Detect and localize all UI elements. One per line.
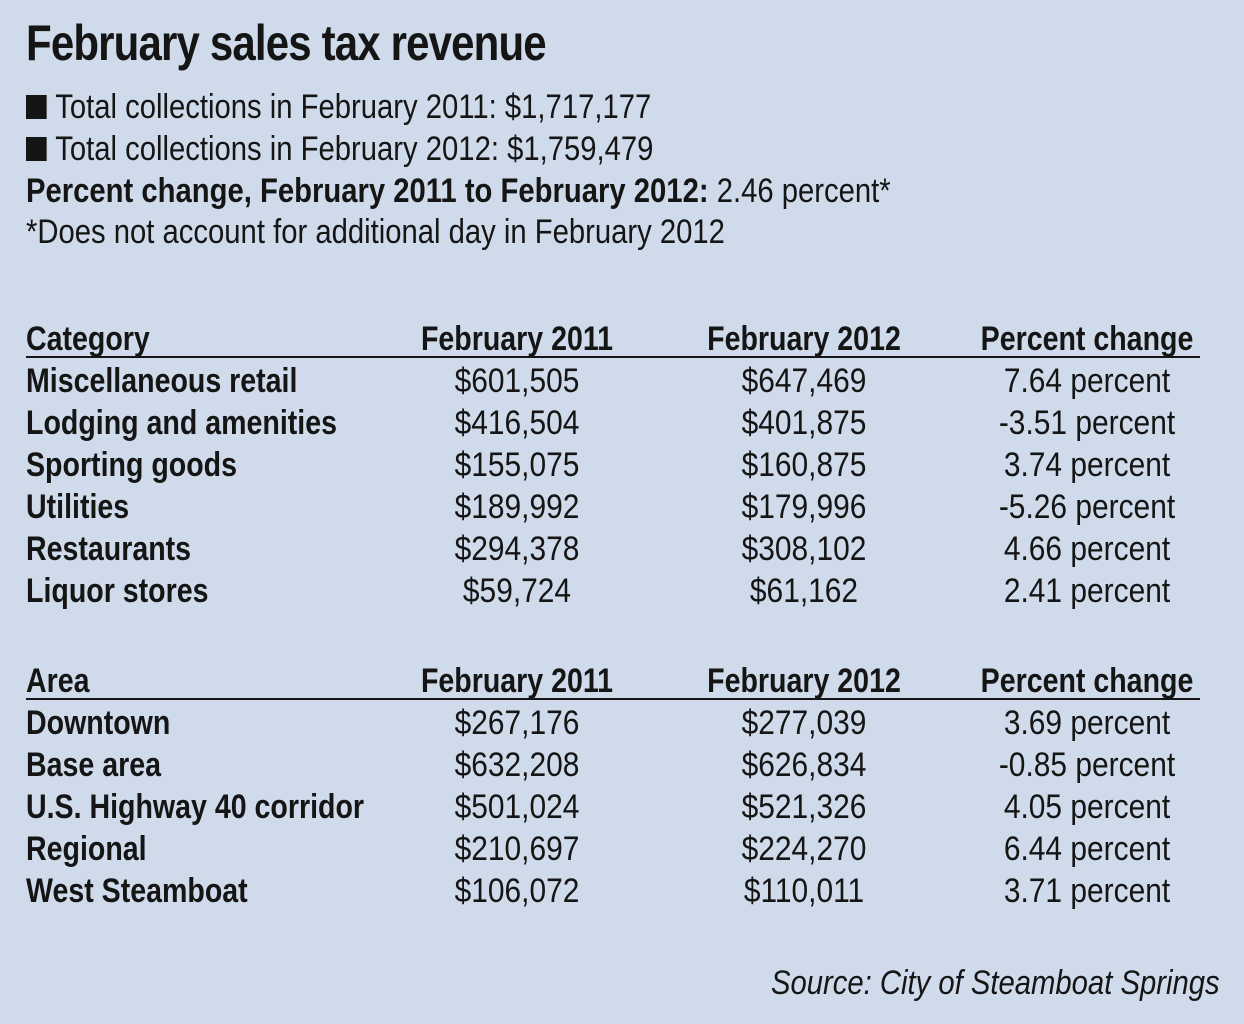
area-header-feb-2012: February 2012 — [707, 662, 901, 700]
category-cell-name: Utilities — [26, 488, 130, 526]
area-cell-feb-2012: $110,011 — [743, 872, 865, 910]
category-cell-name: Lodging and amenities — [26, 404, 338, 442]
area-cell-feb-2011: $210,697 — [454, 830, 580, 868]
table-row: U.S. Highway 40 corridor $501,024 $521,326… — [0, 786, 1244, 828]
percent-change-line: Percent change, February 2011 to Februar… — [26, 172, 891, 211]
table-row: Sporting goods $155,075 $160,875 3.74 perce… — [0, 444, 1244, 486]
chart-title: February sales tax revenue — [26, 15, 547, 71]
area-cell-feb-2012: $521,326 — [741, 788, 867, 826]
category-cell-percent-change: 3.74 percent — [1003, 446, 1171, 484]
table-row: Utilities $189,992 $179,996 -5.26 percent — [0, 486, 1244, 528]
table-row: West Steamboat $106,072 $110,011 3.71 perce… — [0, 870, 1244, 912]
square-bullet-icon — [26, 137, 47, 161]
percent-change-label: Percent change, February 2011 to Februar… — [26, 172, 709, 210]
category-header-rule — [26, 356, 1200, 358]
area-cell-name: U.S. Highway 40 corridor — [26, 788, 365, 826]
table-row: Lodging and amenities $416,504 $401,875 -3.… — [0, 402, 1244, 444]
category-cell-percent-change: 2.41 percent — [1003, 572, 1171, 610]
category-cell-percent-change: 4.66 percent — [1003, 530, 1171, 568]
category-cell-feb-2011: $189,992 — [454, 488, 580, 526]
area-header-percent-change: Percent change — [980, 662, 1194, 700]
source-credit: Source: City of Steamboat Springs — [771, 964, 1220, 1002]
area-cell-feb-2011: $106,072 — [454, 872, 580, 910]
category-cell-feb-2011: $416,504 — [454, 404, 580, 442]
area-cell-feb-2012: $277,039 — [741, 704, 867, 742]
category-cell-name: Miscellaneous retail — [26, 362, 298, 400]
category-cell-feb-2011: $59,724 — [462, 572, 572, 610]
percent-change-value: 2.46 percent* — [716, 172, 891, 210]
table-row: Miscellaneous retail $601,505 $647,469 7.64… — [0, 360, 1244, 402]
category-header-name: Category — [26, 320, 150, 358]
area-cell-feb-2011: $267,176 — [454, 704, 580, 742]
summary-2012-text: Total collections in February 2012: $1,7… — [55, 130, 654, 168]
category-cell-feb-2012: $308,102 — [741, 530, 867, 568]
table-row: Regional $210,697 $224,270 6.44 percent — [0, 828, 1244, 870]
area-cell-percent-change: 4.05 percent — [1003, 788, 1171, 826]
area-cell-percent-change: 3.71 percent — [1003, 872, 1171, 910]
area-cell-percent-change: -0.85 percent — [998, 746, 1176, 784]
area-cell-feb-2012: $224,270 — [741, 830, 867, 868]
category-cell-percent-change: -5.26 percent — [998, 488, 1176, 526]
summary-2011-text: Total collections in February 2011: $1,7… — [55, 88, 652, 126]
category-header-feb-2012: February 2012 — [707, 320, 901, 358]
summary-2012: Total collections in February 2012: $1,7… — [26, 130, 653, 169]
area-cell-feb-2011: $501,024 — [454, 788, 580, 826]
category-cell-name: Restaurants — [26, 530, 192, 568]
area-cell-name: West Steamboat — [26, 872, 248, 910]
table-row: Restaurants $294,378 $308,102 4.66 percent — [0, 528, 1244, 570]
category-cell-name: Liquor stores — [26, 572, 209, 610]
category-cell-feb-2012: $160,875 — [741, 446, 867, 484]
category-header-feb-2011: February 2011 — [420, 320, 614, 358]
area-header-feb-2011: February 2011 — [420, 662, 614, 700]
area-cell-name: Base area — [26, 746, 161, 784]
category-cell-feb-2012: $647,469 — [741, 362, 867, 400]
category-table: Category February 2011 February 2012 Percen… — [0, 318, 1244, 612]
area-table: Area February 2011 February 2012 Percent ch… — [0, 660, 1244, 912]
category-header-percent-change: Percent change — [980, 320, 1194, 358]
table-row: Downtown $267,176 $277,039 3.69 percent — [0, 702, 1244, 744]
footnote: *Does not account for additional day in … — [26, 213, 725, 251]
area-cell-name: Regional — [26, 830, 147, 868]
category-cell-feb-2011: $155,075 — [454, 446, 580, 484]
area-table-header: Area February 2011 February 2012 Percent ch… — [0, 660, 1244, 702]
category-cell-feb-2011: $294,378 — [454, 530, 580, 568]
category-table-header: Category February 2011 February 2012 Percen… — [0, 318, 1244, 360]
area-header-rule — [26, 698, 1200, 700]
category-cell-feb-2012: $179,996 — [741, 488, 867, 526]
area-cell-feb-2011: $632,208 — [454, 746, 580, 784]
table-row: Base area $632,208 $626,834 -0.85 percent — [0, 744, 1244, 786]
square-bullet-icon — [26, 95, 47, 119]
area-cell-percent-change: 6.44 percent — [1003, 830, 1171, 868]
category-cell-percent-change: 7.64 percent — [1003, 362, 1171, 400]
area-header-name: Area — [26, 662, 90, 700]
category-cell-feb-2011: $601,505 — [454, 362, 580, 400]
area-cell-feb-2012: $626,834 — [741, 746, 867, 784]
category-cell-feb-2012: $401,875 — [741, 404, 867, 442]
category-cell-name: Sporting goods — [26, 446, 237, 484]
area-cell-percent-change: 3.69 percent — [1003, 704, 1171, 742]
category-cell-percent-change: -3.51 percent — [998, 404, 1176, 442]
summary-2011: Total collections in February 2011: $1,7… — [26, 88, 651, 127]
table-row: Liquor stores $59,724 $61,162 2.41 percent — [0, 570, 1244, 612]
category-cell-feb-2012: $61,162 — [749, 572, 859, 610]
area-cell-name: Downtown — [26, 704, 171, 742]
